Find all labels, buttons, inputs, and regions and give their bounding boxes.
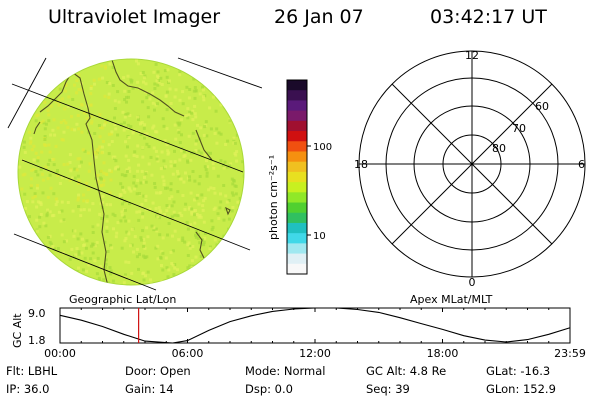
colorbar-cell [287,90,307,101]
colorbar-cell [287,233,307,244]
colorbar-cell [287,100,307,112]
colorbar-unit-label: photon cm⁻²s⁻¹ [267,155,280,240]
colorbar-cell [287,141,307,152]
coastline-outline [33,59,231,285]
mode-info: Mode: Normal [245,364,326,378]
time-tick-label: 06:00 [172,347,204,360]
polar-mlat-mlt-plot [358,50,586,278]
colorbar-cell [287,151,307,163]
gc-altitude-info: GC Alt: 4.8 Re [366,364,447,378]
colorbar-cell [287,110,307,122]
lat-lon-grid [7,57,262,291]
altitude-axis-label: GC Alt [11,313,24,348]
colorbar-cell [287,131,307,142]
time-tick-label: 00:00 [44,347,76,360]
gain-info: Gain: 14 [125,382,174,396]
geographic-longitude-info: GLon: 152.9 [486,382,556,396]
colorbar-cell [287,212,307,224]
date-label: 26 Jan 07 [274,6,364,28]
apex-grid-label: Apex MLat/MLT [410,293,493,306]
colorbar-cell [287,80,307,91]
time-tick-label: 12:00 [299,347,331,360]
mlat-label-80: 80 [492,142,506,155]
intensity-colorbar: 100 10 photon cm⁻²s⁻¹ [267,79,332,275]
geographic-latitude-info: GLat: -16.3 [486,364,551,378]
colorbar-tick-100: 100 [313,142,332,153]
colorbar-cell [287,182,307,193]
colorbar-cell [287,263,307,275]
earth-uv-image [17,58,245,286]
door-info: Door: Open [125,364,191,378]
mlat-label-70: 70 [512,122,526,135]
sequence-info: Seq: 39 [366,382,410,396]
colorbar-cell [287,192,307,204]
altitude-timeline-plot: GC Alt 9.0 1.8 00:00 06:00 12:00 18:00 23:59 [11,307,586,360]
mlt-label-6: 6 [578,158,585,171]
mlat-label-60: 60 [535,100,549,113]
mlt-label-18: 18 [354,158,368,171]
time-label: 03:42:17 UT [430,6,547,28]
mlt-label-12: 12 [465,49,479,62]
mlt-label-0: 0 [469,276,476,289]
geographic-grid-label: Geographic Lat/Lon [69,293,176,306]
filter-info: Flt: LBHL [6,364,58,378]
time-tick-label: 18:00 [427,347,459,360]
colorbar-cell [287,171,307,183]
colorbar-cell [287,120,307,132]
time-tick-label: 23:59 [554,347,586,360]
colorbar-cell [287,222,307,234]
altitude-tick-min: 1.8 [28,334,46,347]
colorbar-cell [287,243,307,255]
instrument-title: Ultraviolet Imager [48,6,221,28]
dsp-info: Dsp: 0.0 [245,382,293,396]
ip-info: IP: 36.0 [6,382,50,396]
colorbar-cell [287,253,307,265]
colorbar-cell [287,161,307,173]
colorbar-tick-10: 10 [313,231,326,242]
altitude-tick-max: 9.0 [28,307,46,320]
colorbar-cell [287,202,307,214]
